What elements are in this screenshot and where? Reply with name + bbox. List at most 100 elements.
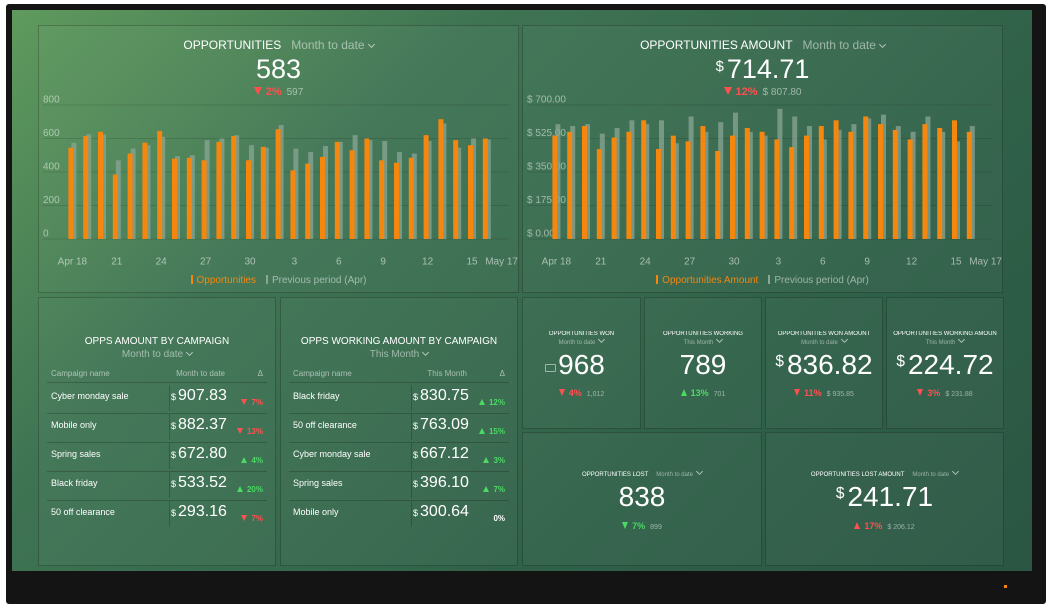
kpi: 789 bbox=[645, 349, 761, 381]
trend-arrow bbox=[241, 457, 248, 463]
currency: $ bbox=[413, 508, 419, 518]
trend: 4% bbox=[558, 388, 582, 398]
date-filter[interactable]: This Month bbox=[683, 340, 714, 346]
x-tick-label: 27 bbox=[684, 257, 696, 268]
kpi: 968 bbox=[523, 349, 640, 381]
previous-bar bbox=[910, 131, 916, 239]
date-filter[interactable]: Month to date bbox=[912, 472, 950, 478]
y-tick-label: 600 bbox=[43, 128, 60, 139]
row-rule bbox=[289, 500, 509, 501]
filter-chevron[interactable] bbox=[958, 335, 966, 344]
bar bbox=[98, 131, 103, 239]
date-filter[interactable]: This Month bbox=[925, 340, 956, 346]
currency: $ bbox=[413, 479, 419, 489]
filter-chevron[interactable] bbox=[422, 348, 430, 357]
y-tick-label: 400 bbox=[43, 162, 60, 173]
trend: 7% bbox=[241, 514, 263, 523]
trend-arrow bbox=[241, 515, 248, 521]
date-filter[interactable]: Month to date bbox=[656, 472, 693, 478]
previous-bar bbox=[969, 126, 975, 239]
previous-bar bbox=[367, 140, 373, 239]
change-percent: 7% bbox=[251, 514, 263, 523]
date-filter[interactable]: This Month bbox=[369, 349, 420, 360]
previous-value: $ 935.85 bbox=[826, 391, 854, 398]
bar bbox=[774, 139, 780, 239]
filter-chevron[interactable] bbox=[952, 471, 960, 476]
widget-header: OPPORTUNITIES WORKING bbox=[645, 331, 761, 337]
widget-title: OPPORTUNITIES LOST AMOUNT bbox=[810, 472, 905, 478]
previous-bar bbox=[101, 134, 106, 239]
bar bbox=[937, 127, 943, 239]
widget-title: OPPORTUNITIES bbox=[183, 38, 282, 52]
bar bbox=[611, 137, 617, 239]
currency: $ bbox=[171, 508, 177, 518]
trend-arrow bbox=[253, 87, 262, 95]
amount-value: 672.80 bbox=[178, 445, 227, 462]
previous-bar bbox=[629, 120, 635, 239]
bar bbox=[582, 126, 587, 239]
bar bbox=[246, 160, 251, 239]
row-divider bbox=[169, 472, 170, 498]
previous-bar bbox=[599, 133, 605, 239]
change-percent: 12% bbox=[735, 86, 758, 98]
date-filter[interactable]: Month to date bbox=[121, 349, 184, 360]
bar bbox=[626, 131, 632, 239]
change: 0% bbox=[493, 508, 505, 526]
bar bbox=[112, 174, 118, 239]
legend: Opportunities Amount Previous period (Apr… bbox=[523, 275, 1002, 286]
previous-bar bbox=[895, 126, 901, 239]
date-filter[interactable]: Month to date bbox=[801, 340, 838, 346]
change: 20% bbox=[236, 479, 263, 497]
bar bbox=[596, 149, 602, 239]
previous-bar bbox=[718, 122, 724, 239]
trend: 12% bbox=[478, 398, 505, 407]
kpi: $241.71 bbox=[766, 481, 1003, 513]
trend: 11% bbox=[794, 388, 822, 398]
change: 4% bbox=[241, 450, 263, 468]
previous-bar bbox=[426, 141, 432, 239]
amount: $672.80 bbox=[171, 445, 227, 463]
kpi: 583 bbox=[39, 54, 518, 85]
bar bbox=[453, 140, 459, 239]
bar bbox=[656, 149, 661, 239]
bar bbox=[818, 126, 824, 239]
widget-header: OPPORTUNITIES LOST AMOUNT Month to date bbox=[766, 471, 1003, 478]
x-tick-label: 30 bbox=[728, 257, 740, 268]
kpi-widget: OPPORTUNITIES LOST AMOUNT Month to date $2… bbox=[765, 432, 1004, 566]
amount-value: 667.12 bbox=[420, 445, 469, 462]
currency: $ bbox=[171, 392, 177, 402]
amount: $763.09 bbox=[413, 416, 469, 434]
bar bbox=[231, 135, 237, 239]
row-rule bbox=[289, 442, 509, 443]
widget-title: OPPS WORKING AMOUNT BY CAMPAIGN bbox=[300, 336, 498, 347]
kpi-value: 224.72 bbox=[907, 349, 994, 380]
previous-bar bbox=[881, 114, 886, 239]
trend: 4% bbox=[241, 456, 263, 465]
date-filter[interactable]: Month to date bbox=[558, 340, 596, 346]
filter-row: This Month bbox=[645, 335, 761, 346]
previous-bar bbox=[555, 124, 561, 239]
filter-chevron[interactable] bbox=[186, 348, 194, 357]
previous-bar bbox=[807, 126, 812, 239]
campaign-name: Spring sales bbox=[293, 478, 343, 488]
filter-chevron[interactable] bbox=[716, 335, 724, 344]
bar bbox=[83, 135, 89, 239]
y-tick-label: 800 bbox=[43, 95, 60, 106]
filter-chevron[interactable] bbox=[840, 335, 848, 344]
filter-chevron[interactable] bbox=[695, 471, 704, 476]
date-filter[interactable]: Month to date bbox=[291, 38, 365, 52]
x-tick-label: 3 bbox=[292, 257, 298, 268]
legend-label: Opportunities bbox=[196, 275, 256, 286]
legend-swatch bbox=[266, 275, 268, 284]
trend-arrow bbox=[622, 522, 629, 529]
filter-chevron[interactable] bbox=[598, 335, 606, 344]
campaign-name: 50 off clearance bbox=[293, 420, 357, 430]
widget-header: OPPORTUNITIES Month to date bbox=[39, 38, 518, 52]
trend: 12% bbox=[723, 86, 758, 98]
date-filter[interactable]: Month to date bbox=[802, 38, 876, 52]
currency: $ bbox=[171, 450, 177, 460]
bar bbox=[127, 153, 133, 239]
previous-bar bbox=[955, 141, 960, 239]
previous-bar bbox=[234, 135, 240, 239]
previous-value: $ 231.88 bbox=[945, 391, 973, 398]
